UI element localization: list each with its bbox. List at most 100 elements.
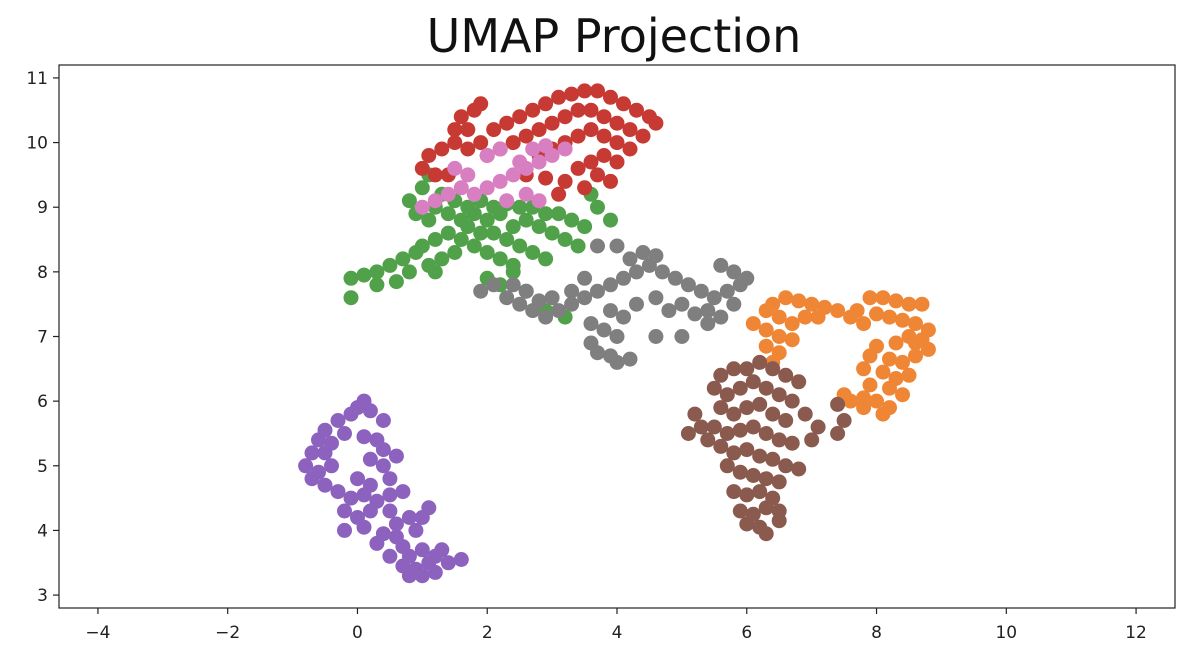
data-point [362, 403, 378, 419]
data-point [752, 484, 768, 500]
data-point [830, 426, 846, 441]
data-point [544, 290, 560, 306]
data-point [583, 122, 599, 138]
data-point [414, 160, 430, 176]
data-point [362, 477, 378, 493]
data-point [791, 293, 807, 309]
data-point [609, 238, 625, 254]
data-point [414, 510, 430, 525]
data-point [674, 296, 690, 312]
data-point [421, 212, 437, 228]
data-point [758, 380, 774, 396]
data-point [765, 361, 781, 377]
data-point [810, 419, 826, 435]
data-point [512, 109, 528, 125]
data-point [401, 193, 417, 209]
series-3 [414, 83, 664, 202]
data-point [784, 332, 800, 348]
data-point [622, 141, 638, 157]
data-point [700, 316, 716, 332]
data-point [570, 102, 586, 118]
data-point [427, 548, 443, 564]
data-point [427, 564, 443, 580]
data-point [875, 364, 891, 380]
data-point [674, 329, 690, 344]
data-point [590, 167, 605, 183]
data-point [512, 199, 528, 215]
data-point [479, 212, 495, 228]
data-point [583, 154, 599, 170]
data-point [830, 303, 846, 319]
data-point [518, 283, 534, 299]
data-point [596, 322, 612, 338]
x-tick-label: 8 [871, 623, 882, 643]
data-point [888, 335, 904, 351]
data-point [752, 448, 768, 464]
data-point [538, 251, 554, 267]
data-point [862, 348, 878, 364]
data-point [460, 167, 476, 183]
data-point [726, 296, 742, 312]
data-point [453, 109, 469, 125]
data-point [505, 277, 521, 293]
data-point [590, 238, 605, 254]
data-point [401, 510, 417, 525]
data-point [635, 128, 651, 144]
data-point [551, 303, 567, 319]
data-point [713, 367, 729, 383]
data-point [538, 206, 554, 222]
data-point [460, 122, 476, 138]
y-tick-label: 10 [26, 134, 48, 154]
data-point [622, 122, 638, 138]
data-point [804, 296, 820, 312]
data-point [758, 322, 774, 338]
data-point [479, 245, 495, 260]
data-point [914, 296, 930, 312]
y-tick-label: 8 [37, 263, 48, 283]
data-point [745, 468, 761, 483]
data-point [531, 122, 547, 138]
data-point [680, 277, 696, 293]
data-point [356, 519, 372, 535]
data-point [369, 264, 385, 280]
data-point [414, 542, 430, 558]
data-point [486, 277, 502, 293]
series-1 [745, 290, 936, 422]
data-point [401, 568, 417, 584]
series-6 [473, 238, 755, 370]
data-point [687, 306, 703, 322]
data-point [362, 503, 378, 519]
data-point [375, 458, 391, 474]
data-point [518, 212, 534, 228]
data-point [453, 180, 469, 196]
data-point [447, 160, 463, 176]
data-point [629, 296, 644, 312]
points-layer [298, 83, 936, 584]
data-point [557, 232, 573, 247]
data-point [603, 173, 618, 189]
data-point [551, 206, 567, 222]
data-point [414, 180, 430, 196]
x-tick-label: 12 [1125, 623, 1147, 643]
y-axis: 3 4 5 6 7 8 9 10 11 [26, 69, 59, 606]
data-point [732, 464, 748, 480]
data-point [434, 141, 450, 157]
data-point [395, 251, 411, 267]
data-point [713, 438, 729, 454]
data-point [414, 568, 430, 584]
data-point [382, 548, 398, 564]
data-point [304, 445, 320, 461]
data-point [713, 257, 729, 273]
data-point [343, 406, 359, 422]
data-point [603, 212, 618, 228]
data-point [577, 180, 593, 196]
data-point [505, 264, 521, 280]
data-point [577, 290, 593, 306]
data-point [732, 503, 748, 519]
data-point [570, 238, 586, 254]
data-point [564, 86, 580, 102]
data-point [505, 167, 521, 183]
data-point [551, 89, 567, 105]
data-point [453, 232, 469, 247]
data-point [622, 351, 638, 367]
